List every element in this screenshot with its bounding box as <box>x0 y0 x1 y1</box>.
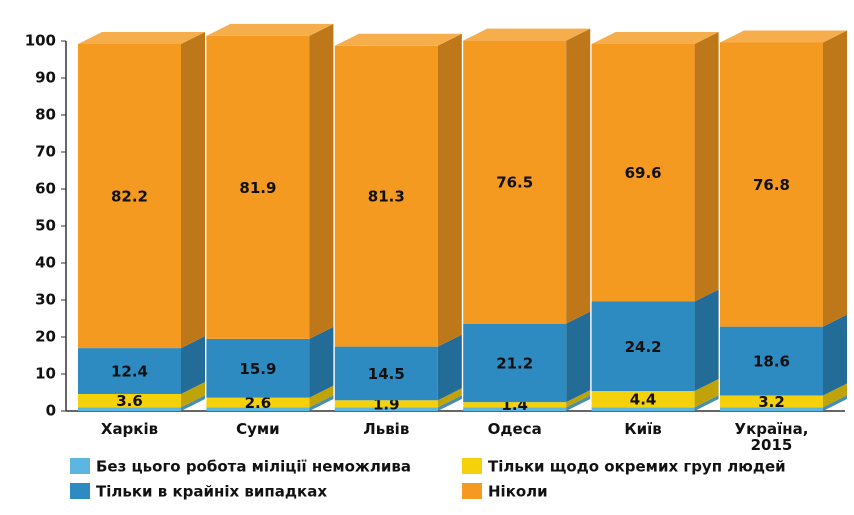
data-label: 15.9 <box>239 360 276 378</box>
data-label: 3.6 <box>116 392 143 410</box>
y-tick-label: 60 <box>35 180 56 198</box>
bar-side <box>437 388 462 408</box>
bar-top <box>78 31 205 44</box>
bar-side <box>566 395 591 411</box>
legend-swatch <box>462 458 482 474</box>
bar-segment <box>591 407 695 411</box>
bar-side <box>566 311 591 403</box>
y-tick-label: 20 <box>35 328 56 346</box>
bar-segment <box>206 338 310 398</box>
bar-side <box>181 395 205 411</box>
y-tick-label: 50 <box>35 217 56 235</box>
bar-side <box>309 326 334 398</box>
bar-segment <box>720 395 823 408</box>
data-label: 82.2 <box>111 188 148 206</box>
y-tick-label: 80 <box>35 106 56 124</box>
bar-side <box>823 30 847 327</box>
bar-side <box>309 23 334 339</box>
data-label: 3.2 <box>758 393 785 411</box>
bar-side <box>566 390 591 408</box>
data-label: 18.6 <box>753 353 790 371</box>
bar-segment <box>334 346 438 401</box>
bar-top <box>720 30 847 43</box>
bar-segment <box>720 42 823 327</box>
bar-segment <box>720 326 823 396</box>
bar-segment <box>78 43 181 349</box>
bar-segment <box>78 393 181 408</box>
bar-side <box>437 33 462 347</box>
y-tick-label: 100 <box>25 32 56 50</box>
bar-side <box>694 31 719 302</box>
y-tick-label: 70 <box>35 143 56 161</box>
bar-segment <box>591 43 695 302</box>
legend-swatch <box>462 483 482 499</box>
bar-segment <box>591 391 695 408</box>
x-tick-label: Харків <box>100 420 159 438</box>
legend-swatch <box>70 483 90 499</box>
bar-side <box>694 395 719 411</box>
bar-side <box>181 381 205 408</box>
data-label: 76.8 <box>753 176 790 194</box>
data-label: 81.9 <box>239 179 276 197</box>
legend-label: Тільки щодо окремих груп людей <box>488 458 786 476</box>
data-label: 24.2 <box>625 338 662 356</box>
bar-segment <box>463 323 567 403</box>
data-label: 2.6 <box>245 394 272 412</box>
bar-segment <box>463 407 567 411</box>
bar-top <box>206 23 334 36</box>
legend-label: Тільки в крайніх випадках <box>96 483 327 501</box>
bar-side <box>694 289 719 392</box>
bar-side <box>437 395 462 411</box>
x-tick-label: Львів <box>363 420 410 438</box>
data-label: 14.5 <box>368 365 405 383</box>
bar-segment <box>463 40 567 324</box>
y-tick-label: 0 <box>46 402 56 420</box>
bar-segment <box>78 407 181 411</box>
bar-segment <box>206 397 310 408</box>
bar-side <box>309 395 334 411</box>
bar-segment <box>206 407 310 411</box>
bar-side <box>181 336 205 394</box>
y-tick-label: 40 <box>35 254 56 272</box>
bar-segment <box>206 35 310 339</box>
data-label: 81.3 <box>368 188 405 206</box>
x-tick-label: Київ <box>624 420 662 438</box>
bar-top <box>591 31 719 44</box>
bar-side <box>694 379 719 408</box>
x-tick-label: Одеса <box>487 420 542 438</box>
bar-segment <box>334 45 438 347</box>
bar-segment <box>591 301 695 392</box>
legend-label: Ніколи <box>488 483 548 501</box>
bar-side <box>823 395 847 411</box>
x-tick-label: Україна, 2015 <box>734 420 809 454</box>
bar-side <box>823 314 847 396</box>
bar-side <box>309 385 334 408</box>
legend-label: Без цього робота міліції неможлива <box>96 458 411 476</box>
bar-top <box>334 33 462 46</box>
data-label: 76.5 <box>496 174 533 192</box>
bar-side <box>823 383 847 408</box>
bar-segment <box>78 348 181 394</box>
bar-top <box>463 28 591 41</box>
x-tick-label: Суми <box>236 420 280 438</box>
data-label: 12.4 <box>111 363 148 381</box>
y-tick-label: 10 <box>35 365 56 383</box>
bar-segment <box>720 407 823 411</box>
bar-side <box>181 31 205 349</box>
bar-segment <box>463 402 567 408</box>
bar-side <box>566 28 591 324</box>
legend-swatch <box>70 458 90 474</box>
data-label: 69.6 <box>625 164 662 182</box>
data-label: 4.4 <box>630 391 657 409</box>
bar-segment <box>334 407 438 411</box>
y-tick-label: 90 <box>35 69 56 87</box>
data-label: 21.2 <box>496 354 533 372</box>
bar-segment <box>334 400 438 408</box>
bar-side <box>437 334 462 401</box>
y-tick-label: 30 <box>35 291 56 309</box>
